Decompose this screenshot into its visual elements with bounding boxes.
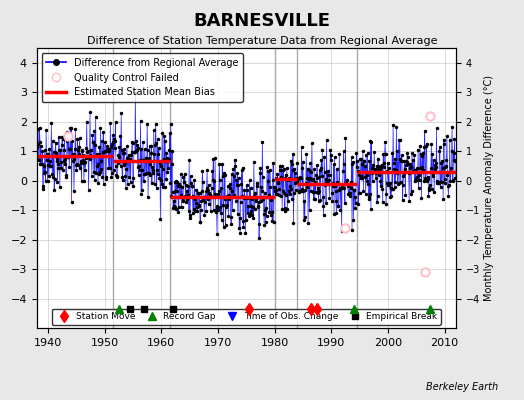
Text: BARNESVILLE: BARNESVILLE	[193, 12, 331, 30]
Text: Berkeley Earth: Berkeley Earth	[425, 382, 498, 392]
Y-axis label: Monthly Temperature Anomaly Difference (°C): Monthly Temperature Anomaly Difference (…	[484, 75, 494, 301]
Legend: Station Move, Record Gap, Time of Obs. Change, Empirical Break: Station Move, Record Gap, Time of Obs. C…	[51, 309, 441, 325]
Text: Difference of Station Temperature Data from Regional Average: Difference of Station Temperature Data f…	[87, 36, 437, 46]
